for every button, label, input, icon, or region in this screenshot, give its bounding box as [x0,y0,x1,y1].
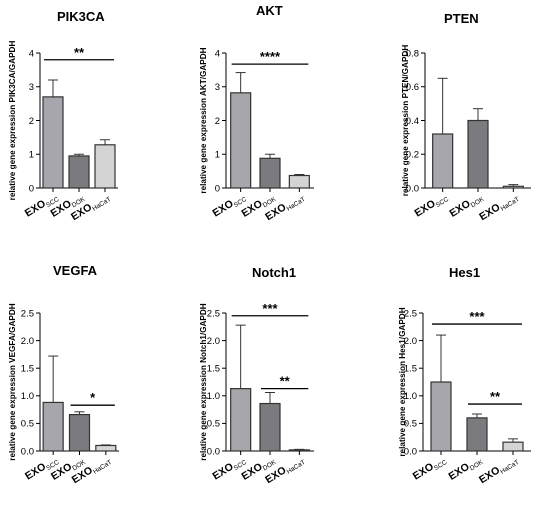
y-tick-label: 1.0 [207,391,220,402]
y-tick-label: 1.0 [404,391,417,402]
y-tick-label: 1.5 [404,364,417,375]
y-axis-label: relative gene expression Notch1/GAPDH [199,303,208,461]
significance-label: ** [280,374,291,389]
y-tick-label: 2.5 [404,308,417,319]
category-label: EXOHaCaT [477,453,520,487]
bar-scc [230,388,252,452]
y-tick-label: 0.0 [21,446,34,457]
significance-label: **** [260,49,281,64]
chart-panel-akt: AKT relative gene expression AKT/GAPDH 0 1 2… [199,3,314,224]
chart-title: VEGFA [53,263,98,278]
y-tick-label: 3 [215,82,220,93]
y-tick-label: 2.5 [21,308,34,319]
chart-title: Hes1 [449,265,480,280]
y-tick-label: 0.0 [404,446,417,457]
y-tick-label: 0.4 [406,116,419,127]
y-tick-label: 1.5 [21,364,34,375]
chart-panel-pik3ca: PIK3CA relative gene expression PIK3CA/GA… [8,9,118,223]
chart-panel-pten: PTEN relative gene expression PTEN/GAPDH0… [401,11,531,224]
y-tick-label: 2 [215,116,220,127]
y-tick-label: 2.0 [207,336,220,347]
y-tick-label: 0.5 [21,419,34,430]
significance-label: *** [262,301,278,316]
y-tick-label: 0.8 [406,48,419,59]
bar-dok [259,402,281,452]
bar-scc [230,92,252,189]
y-tick-label: 1.0 [21,391,34,402]
bar-scc [42,401,64,452]
y-tick-label: 0.0 [207,446,220,457]
y-tick-label: 2.0 [404,336,417,347]
significance-label: *** [469,309,485,324]
y-tick-label: 0 [215,183,220,194]
bar-hacat [95,444,117,452]
y-tick-label: 1 [215,150,220,161]
y-tick-label: 1.5 [207,364,220,375]
bar-hacat [502,185,524,189]
category-label: EXOHaCaT [263,453,306,487]
bar-dok [466,417,488,452]
y-tick-label: 0 [29,183,34,194]
y-tick-label: 0.5 [404,419,417,430]
chart-panel-hes1: Hes1 relative gene expression Hes1/GAPDH0… [398,265,531,487]
chart-panel-notch1: Notch1 relative gene expression Notch1/GA… [199,265,314,487]
y-tick-label: 0.0 [406,183,419,194]
bar-scc [42,96,64,189]
bar-dok [68,155,90,189]
bar-dok [259,157,281,189]
category-label: EXOHaCaT [477,190,520,224]
y-tick-label: 2.5 [207,308,220,319]
bar-hacat [288,174,310,189]
y-tick-label: 2.0 [21,336,34,347]
bar-hacat [502,441,524,452]
chart-title: AKT [256,3,283,18]
chart-title: Notch1 [252,265,296,280]
y-axis-label: relative gene expression Hes1/GAPDH [398,307,407,456]
y-tick-label: 0.2 [406,150,419,161]
y-axis-label: relative gene expression PIK3CA/GAPDH [8,41,17,201]
y-tick-label: 3 [29,82,34,93]
bar-hacat [94,144,116,189]
y-tick-label: 4 [215,48,220,59]
significance-label: * [90,390,96,405]
y-tick-label: 2 [29,116,34,127]
bar-scc [432,133,454,189]
category-label: EXOSCC [412,190,450,221]
y-axis-label: relative gene expression AKT/GAPDH [199,47,208,193]
chart-title: PTEN [444,11,479,26]
y-tick-label: 0.6 [406,82,419,93]
significance-label: ** [490,389,501,404]
y-axis-label: relative gene expression VEGFA/GAPDH [8,303,17,461]
y-tick-label: 1 [29,150,34,161]
y-tick-label: 4 [29,48,34,59]
bar-dok [68,413,91,452]
significance-label: ** [74,45,85,60]
bar-scc [430,381,452,452]
y-tick-label: 0.5 [207,419,220,430]
y-axis-label: relative gene expression PTEN/GAPDH [401,45,410,197]
category-label: EXOHaCaT [263,190,306,224]
bar-dok [467,119,489,189]
bar-hacat [288,449,310,452]
chart-title: PIK3CA [57,9,105,24]
chart-panel-vegfa: VEGFA relative gene expression VEGFA/GAPD… [8,263,119,486]
category-label: EXOSCC [411,453,449,484]
